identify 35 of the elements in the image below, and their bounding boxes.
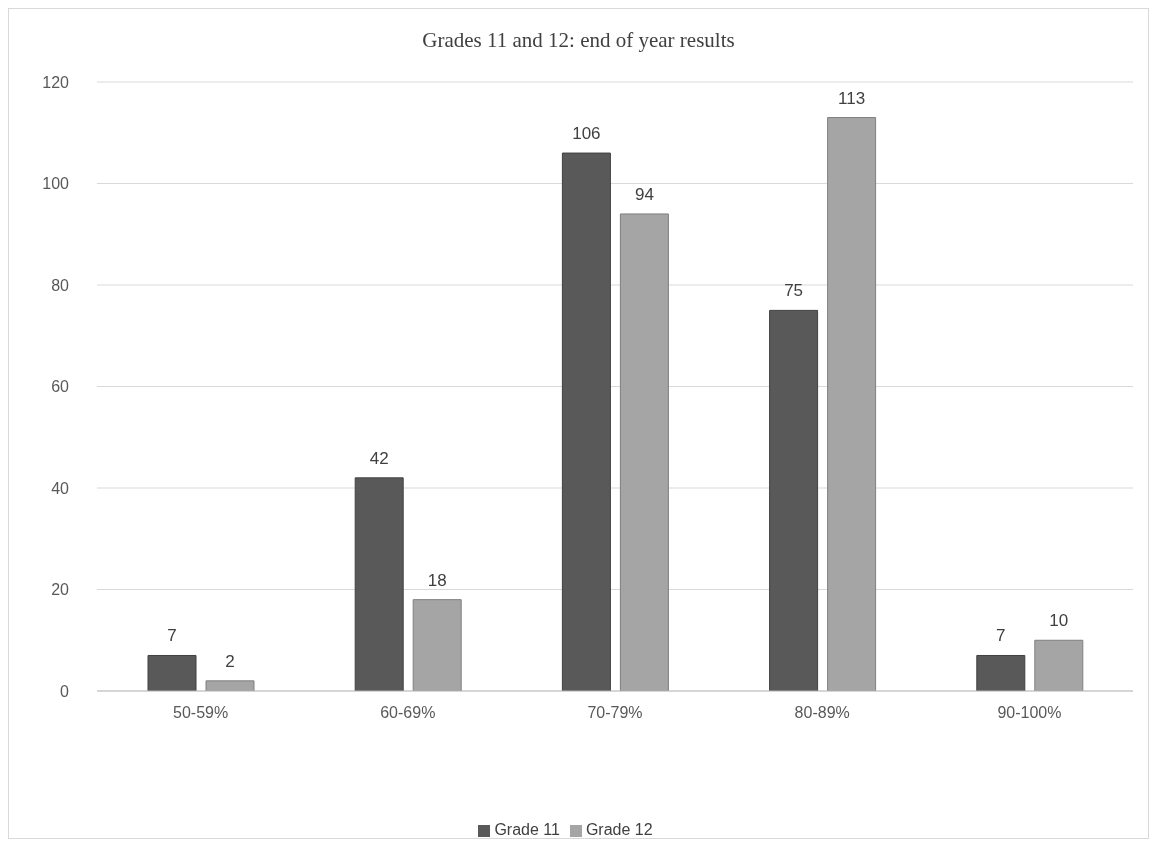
data-label: 18 (427, 570, 447, 590)
data-label: 75 (784, 281, 804, 301)
bar (976, 654, 1026, 691)
x-tick-label: 60-69% (380, 704, 436, 722)
y-tick-label: 60 (51, 378, 70, 396)
chart-title: Grades 11 and 12: end of year results (421, 28, 736, 53)
bar (561, 152, 611, 691)
bar (412, 599, 462, 691)
y-tick-label: 100 (42, 175, 70, 193)
data-label: 94 (634, 184, 654, 204)
data-label: 7 (996, 626, 1006, 646)
bar (827, 117, 877, 691)
bar (769, 309, 819, 691)
y-tick-label: 20 (51, 581, 70, 599)
bar (354, 477, 404, 691)
x-tick-label: 70-79% (587, 704, 643, 722)
data-label: 7 (167, 626, 177, 646)
x-tick-label: 80-89% (794, 704, 850, 722)
bar (147, 654, 197, 691)
data-label: 42 (369, 448, 389, 468)
y-tick-label: 40 (51, 479, 70, 497)
data-label: 2 (225, 651, 235, 671)
bar (619, 213, 669, 691)
x-tick-label: 90-100% (997, 704, 1062, 722)
y-tick-label: 80 (51, 276, 70, 294)
x-tick-label: 50-59% (173, 704, 229, 722)
data-label: 106 (572, 124, 601, 144)
data-label: 10 (1049, 611, 1069, 631)
y-tick-label: 120 (42, 73, 70, 91)
data-label: 113 (838, 88, 866, 108)
legend-label: Grade 12 (585, 821, 653, 838)
bar (1034, 639, 1084, 691)
bar (205, 680, 255, 691)
y-tick-label: 0 (60, 682, 70, 700)
legend-label: Grade 11 (494, 821, 560, 838)
